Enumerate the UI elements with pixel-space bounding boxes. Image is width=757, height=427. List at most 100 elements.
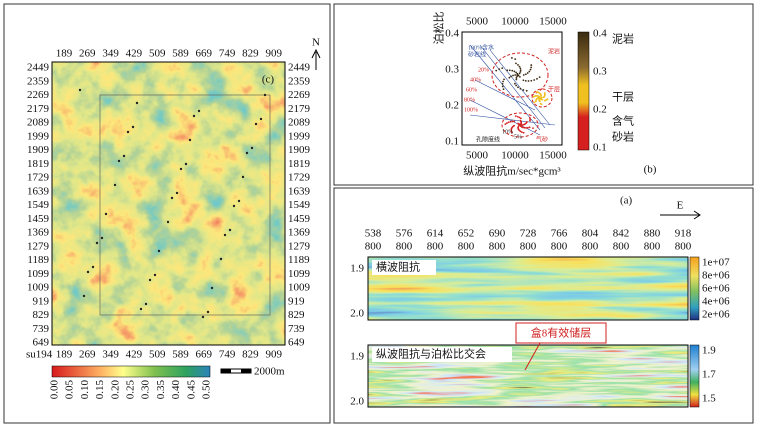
legend-entry: 干层: [612, 91, 634, 104]
point: [503, 78, 505, 81]
well: [250, 146, 254, 150]
bottom-tick: 589: [172, 349, 189, 361]
annotation: 干层: [548, 86, 560, 93]
point: [520, 131, 523, 133]
line-label: 800: [520, 241, 537, 253]
point: [539, 102, 542, 105]
panel-label: (c): [262, 74, 275, 86]
point: [526, 126, 529, 129]
point: [511, 69, 514, 72]
well: [117, 159, 121, 163]
right-tick: 2359: [288, 75, 311, 87]
scale-bar-fill: [241, 369, 251, 373]
point: [519, 87, 522, 90]
corner-label: su194: [26, 349, 53, 361]
colorbar-tick: 0.30: [140, 380, 152, 400]
well: [188, 138, 192, 142]
well: [166, 220, 170, 224]
line-label: 800: [613, 241, 630, 253]
colorbar-tick: 4e+06: [702, 296, 730, 308]
point: [538, 95, 541, 98]
trace-label: 766: [551, 228, 568, 240]
left-tick: 649: [33, 337, 50, 349]
point: [519, 124, 522, 127]
panel-label: (b): [644, 164, 657, 176]
north-label: N: [312, 37, 320, 49]
top-tick: 349: [102, 48, 119, 60]
x-tick: 15000: [539, 150, 567, 162]
point: [528, 70, 531, 73]
point: [514, 74, 517, 76]
right-tick: 1819: [288, 158, 311, 170]
bottom-tick: 749: [219, 349, 236, 361]
direction-label: E: [677, 200, 684, 212]
colorbar-tick: 0.00: [49, 380, 61, 400]
right-tick: 1369: [288, 227, 311, 239]
y-tick: 2.0: [350, 308, 364, 320]
point: [511, 120, 514, 123]
point: [510, 75, 512, 78]
colorbar-tick: 0.2: [593, 104, 607, 116]
y-tick: 0.1: [445, 136, 459, 148]
top-tick: 509: [149, 48, 166, 60]
left-tick: 1729: [27, 172, 50, 184]
map-image: [52, 62, 285, 345]
left-tick: 2179: [27, 103, 50, 115]
trace-label: 652: [458, 228, 475, 240]
point: [526, 72, 529, 74]
point: [506, 69, 509, 72]
well: [139, 307, 143, 311]
point: [525, 126, 528, 129]
top-tick: 909: [265, 48, 282, 60]
well: [241, 175, 245, 179]
panel-a-frame: [333, 187, 754, 424]
colorbar-tick: 1.5: [702, 393, 716, 405]
bottom-tick: 909: [265, 349, 282, 361]
left-tick: 1009: [27, 282, 50, 294]
point: [501, 85, 504, 88]
bottom-tick: 829: [242, 349, 259, 361]
point: [501, 82, 504, 85]
point: [508, 76, 511, 79]
title-box: [372, 347, 512, 362]
point: [518, 75, 521, 78]
point: [514, 115, 517, 118]
well: [135, 101, 139, 105]
left-tick: 1639: [27, 185, 50, 197]
crossplot-frame: [461, 31, 563, 146]
colorbar-tick: 1.9: [702, 345, 716, 357]
well: [192, 114, 196, 118]
scale-bar-fill: [221, 369, 231, 373]
scale-label: 2000m: [254, 366, 285, 378]
annotation: 100%: [464, 107, 478, 113]
colorbar-tick: 0.20: [109, 380, 121, 400]
left-tick: 829: [33, 309, 50, 321]
point: [511, 57, 513, 59]
well: [95, 241, 99, 245]
well: [184, 162, 188, 166]
well: [78, 88, 82, 92]
right-tick: 1549: [288, 199, 311, 211]
colorbar-tick: 6e+06: [702, 283, 730, 295]
legend-entry: 砂岩: [612, 130, 634, 144]
well: [219, 257, 223, 261]
annotation: 泥岩: [548, 47, 560, 55]
work-area: [99, 94, 271, 316]
point: [536, 77, 538, 80]
annotation: 80%: [464, 97, 475, 103]
point: [515, 62, 517, 65]
line-label: 800: [365, 241, 382, 253]
well: [82, 294, 86, 298]
point: [516, 115, 519, 118]
point: [495, 69, 498, 72]
well: [245, 151, 249, 155]
colorbar-tick: 0.3: [593, 66, 607, 78]
right-tick: 2269: [288, 89, 311, 101]
point: [509, 120, 512, 123]
colorbar-tick: 0.45: [185, 380, 197, 400]
point: [511, 131, 513, 134]
right-tick: 1999: [288, 130, 311, 142]
left-tick: 1459: [27, 213, 50, 225]
dry-zone: [531, 88, 553, 108]
well: [223, 233, 227, 237]
